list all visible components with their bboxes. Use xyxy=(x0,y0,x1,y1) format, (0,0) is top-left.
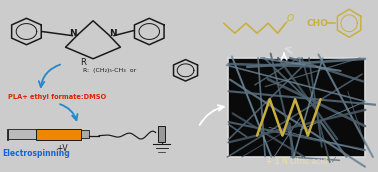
Text: N: N xyxy=(69,29,77,39)
FancyBboxPatch shape xyxy=(36,128,81,140)
Text: O: O xyxy=(287,14,294,23)
Text: +V: +V xyxy=(56,144,68,153)
Text: Electrospinning: Electrospinning xyxy=(2,149,70,158)
Text: + 1 N citric acid: + 1 N citric acid xyxy=(266,157,327,166)
Text: R: R xyxy=(81,58,87,67)
Text: N: N xyxy=(110,29,117,39)
Text: R:  (CH₂)₅-CH₃  or: R: (CH₂)₅-CH₃ or xyxy=(83,68,136,73)
FancyBboxPatch shape xyxy=(228,58,365,157)
FancyBboxPatch shape xyxy=(8,129,36,139)
FancyBboxPatch shape xyxy=(81,130,90,138)
Text: CHO: CHO xyxy=(306,19,328,28)
FancyBboxPatch shape xyxy=(158,126,165,142)
Text: PLA+ ethyl formate:DMSO: PLA+ ethyl formate:DMSO xyxy=(8,94,107,100)
FancyBboxPatch shape xyxy=(7,129,8,141)
